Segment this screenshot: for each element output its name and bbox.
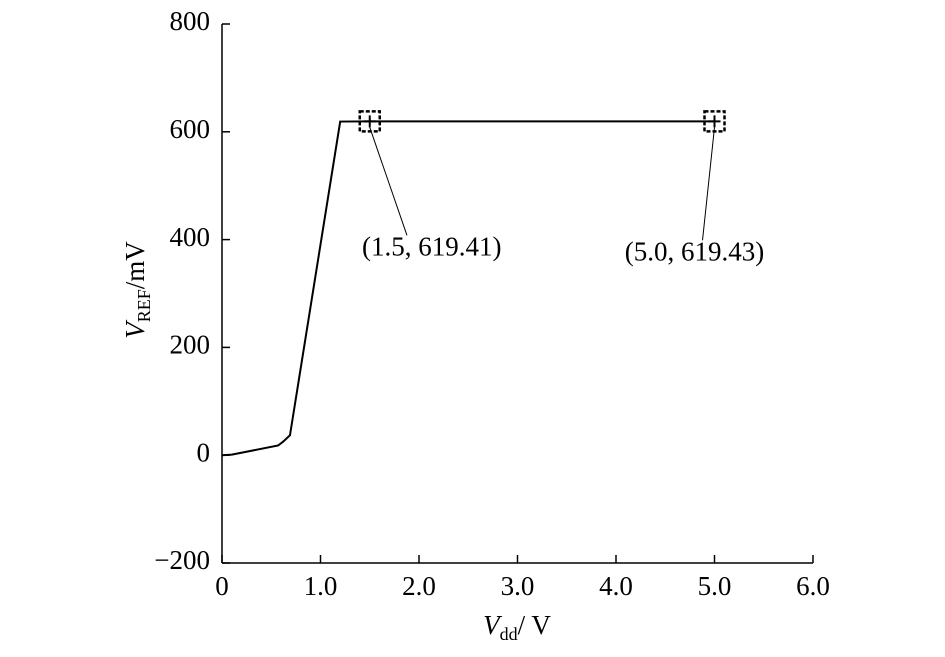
y-tick-label: −200 <box>154 545 210 575</box>
x-tick-label: 2.0 <box>402 571 436 601</box>
leader-line <box>702 127 715 241</box>
x-tick-label: 0 <box>215 571 229 601</box>
y-tick-label: 200 <box>170 330 211 360</box>
x-label-sub: dd <box>500 624 518 644</box>
marker-cross <box>363 115 376 128</box>
x-tick-label: 4.0 <box>599 571 633 601</box>
x-label-main: V <box>483 610 503 640</box>
annotation-label: (1.5, 619.41) <box>362 232 501 262</box>
annotation-label: (5.0, 619.43) <box>625 237 764 267</box>
leader-line <box>369 127 408 236</box>
data-line <box>221 120 715 457</box>
y-tick-label: 400 <box>170 222 211 252</box>
marker <box>703 110 726 133</box>
y-tick-label: 800 <box>170 6 211 36</box>
x-tick-label: 6.0 <box>796 571 830 601</box>
x-tick-label: 1.0 <box>304 571 338 601</box>
x-tick-label: 5.0 <box>698 571 732 601</box>
x-tick-label: 3.0 <box>501 571 535 601</box>
x-label-unit: / V <box>518 610 552 640</box>
y-label-unit: /mV <box>120 241 150 290</box>
y-axis-label: VREF/mV <box>120 241 154 339</box>
y-label-main: V <box>120 319 150 339</box>
x-axis-label: Vdd/ V <box>483 610 551 644</box>
y-label-sub: REF <box>134 289 154 322</box>
marker <box>358 110 381 133</box>
marker-cross <box>708 115 721 128</box>
y-tick-label: 0 <box>197 437 211 467</box>
y-tick-label: 600 <box>170 114 211 144</box>
